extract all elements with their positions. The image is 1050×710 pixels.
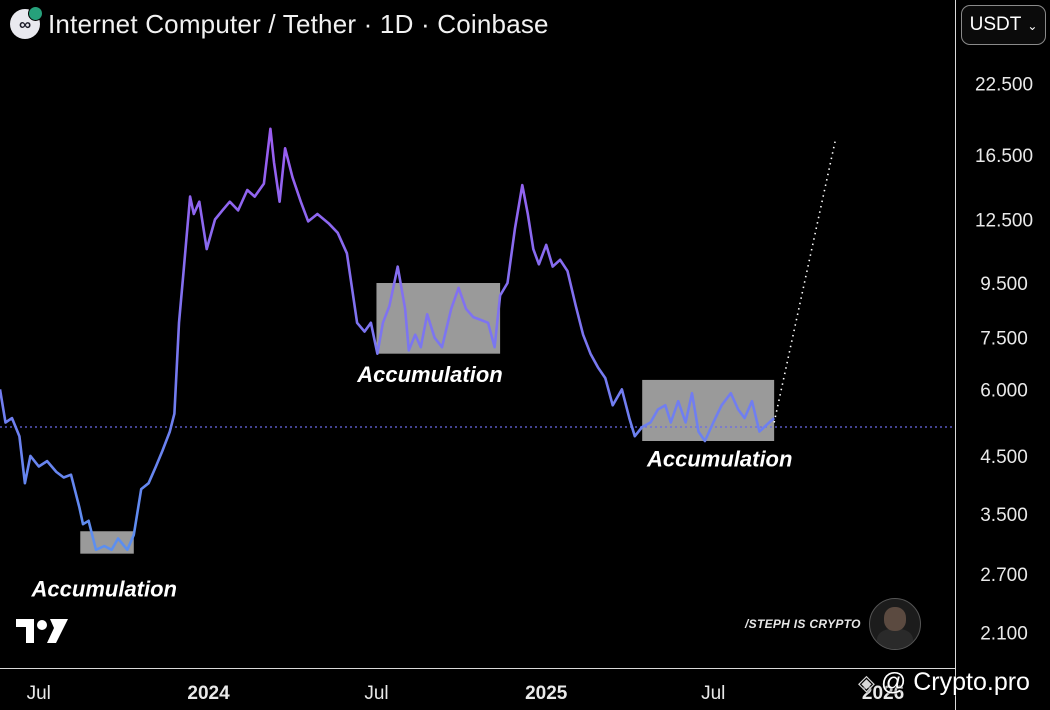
price-tick-label: 22.500 <box>975 74 1033 95</box>
time-tick-label: Jul <box>27 683 51 704</box>
price-tick-label: 12.500 <box>975 210 1033 231</box>
tradingview-logo-icon <box>16 619 68 643</box>
chart-title[interactable]: Internet Computer / Tether · 1D · Coinba… <box>48 8 549 39</box>
currency-label: USDT <box>969 14 1022 35</box>
annotation-accumulation-2: Accumulation <box>356 362 502 387</box>
binance-square-icon: ◈ <box>858 669 875 695</box>
annotation-accumulation-1: Accumulation <box>31 577 177 602</box>
annotation-labels: Accumulation Accumulation Accumulation <box>31 362 793 602</box>
price-axis[interactable]: 22.500 16.500 12.500 9.500 7.500 6.000 4.500 3.… <box>975 74 1033 644</box>
time-tick-label: Jul <box>364 683 388 704</box>
annotation-accumulation-3: Accumulation <box>646 446 792 471</box>
source-credit-text: @ Crypto.pro <box>880 668 1030 696</box>
currency-selector[interactable]: USDT ⌄ <box>961 5 1046 45</box>
projection-line <box>773 141 836 423</box>
price-tick-label: 7.500 <box>980 329 1028 350</box>
accumulation-box-1 <box>80 531 134 554</box>
time-tick-label: Jul <box>701 683 725 704</box>
price-tick-label: 4.500 <box>980 447 1028 468</box>
source-credit: ◈ @ Crypto.pro <box>858 668 1030 697</box>
author-watermark: /STEPH IS CRYPTO <box>745 598 921 650</box>
watermark-text: /STEPH IS CRYPTO <box>745 617 861 631</box>
price-line-series <box>0 127 775 552</box>
avatar <box>868 598 921 650</box>
price-tick-label: 3.500 <box>980 505 1028 526</box>
time-axis[interactable]: Jul 2024 Jul 2025 Jul 2026 <box>27 683 905 704</box>
infinity-icon: ∞ <box>10 6 43 39</box>
price-tick-label: 16.500 <box>975 146 1033 167</box>
tether-coin-icon <box>28 6 43 21</box>
time-tick-label: 2026 <box>862 683 904 704</box>
price-tick-label: 6.000 <box>980 380 1028 401</box>
time-tick-label: 2025 <box>525 683 568 704</box>
price-tick-label: 2.100 <box>980 623 1028 644</box>
price-tick-label: 2.700 <box>980 565 1028 586</box>
chart-header: ∞ Internet Computer / Tether · 1D · Coin… <box>10 6 549 42</box>
price-tick-label: 9.500 <box>980 274 1028 295</box>
time-tick-label: 2024 <box>187 683 230 704</box>
chevron-down-icon: ⌄ <box>1027 19 1038 33</box>
